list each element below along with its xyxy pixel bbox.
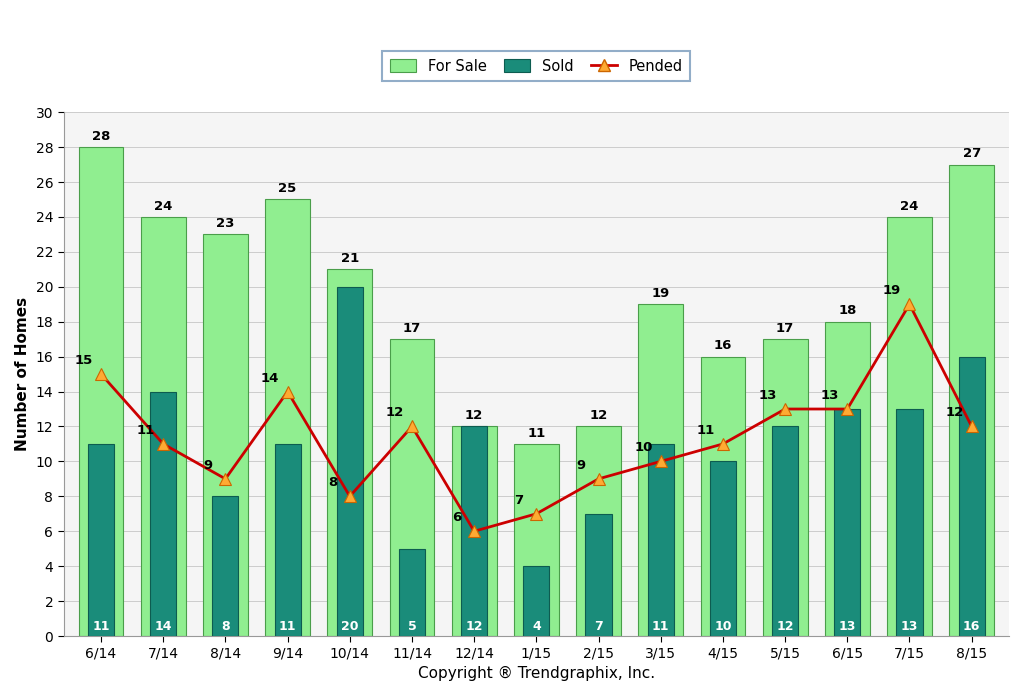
Text: 8: 8 [221,620,229,633]
Legend: For Sale, Sold, Pended: For Sale, Sold, Pended [382,52,690,81]
Text: 27: 27 [963,147,981,160]
Text: 13: 13 [901,620,919,633]
Text: 9: 9 [577,459,586,472]
Text: 18: 18 [838,304,856,317]
Text: 11: 11 [279,620,296,633]
Text: 7: 7 [514,493,523,507]
Text: 12: 12 [590,409,607,422]
Text: 14: 14 [261,372,280,385]
Bar [710,461,736,636]
Text: 6: 6 [453,512,462,524]
Bar [896,409,923,636]
Bar [337,287,362,636]
Text: 17: 17 [402,322,421,335]
Bar [586,514,611,636]
Bar [835,409,860,636]
Bar [700,356,745,636]
Text: 23: 23 [216,217,234,230]
Bar [88,444,114,636]
Text: 11: 11 [652,620,670,633]
Text: 7: 7 [594,620,603,633]
Text: 11: 11 [136,424,155,437]
Bar [151,392,176,636]
Bar [79,147,124,636]
Text: 19: 19 [883,284,901,297]
Bar [514,444,559,636]
Text: 12: 12 [466,620,483,633]
Text: 24: 24 [900,200,919,212]
Text: 14: 14 [155,620,172,633]
Bar [461,427,487,636]
Bar [141,217,185,636]
Bar [523,566,550,636]
Bar [265,200,310,636]
Bar [274,444,301,636]
X-axis label: Copyright ® Trendgraphix, Inc.: Copyright ® Trendgraphix, Inc. [418,666,655,681]
Bar [958,356,985,636]
Text: 16: 16 [714,339,732,352]
Text: 24: 24 [154,200,172,212]
Bar [328,269,372,636]
Bar [203,235,248,636]
Bar [638,304,683,636]
Text: 11: 11 [92,620,110,633]
Text: 10: 10 [714,620,732,633]
Text: 25: 25 [279,182,297,195]
Bar [887,217,932,636]
Bar [949,164,994,636]
Bar [452,427,497,636]
Bar [772,427,798,636]
Text: 12: 12 [385,406,403,420]
Text: 12: 12 [465,409,483,422]
Text: 8: 8 [328,476,337,489]
Bar [648,444,674,636]
Bar [763,339,808,636]
Text: 28: 28 [92,129,111,143]
Bar [212,496,239,636]
Text: 4: 4 [532,620,541,633]
Text: 21: 21 [341,252,359,265]
Y-axis label: Number of Homes: Number of Homes [15,297,30,451]
Text: 13: 13 [820,389,839,402]
Text: 11: 11 [527,427,546,440]
Text: 5: 5 [408,620,417,633]
Text: 15: 15 [75,354,93,367]
Text: 10: 10 [634,441,652,454]
Text: 17: 17 [776,322,795,335]
Text: 12: 12 [776,620,794,633]
Bar [577,427,621,636]
Text: 19: 19 [651,287,670,300]
Bar [825,322,869,636]
Text: 11: 11 [696,424,715,437]
Text: 13: 13 [839,620,856,633]
Bar [399,548,425,636]
Text: 12: 12 [945,406,964,420]
Text: 9: 9 [204,459,213,472]
Text: 20: 20 [341,620,358,633]
Text: 16: 16 [963,620,980,633]
Text: 13: 13 [759,389,777,402]
Bar [389,339,434,636]
